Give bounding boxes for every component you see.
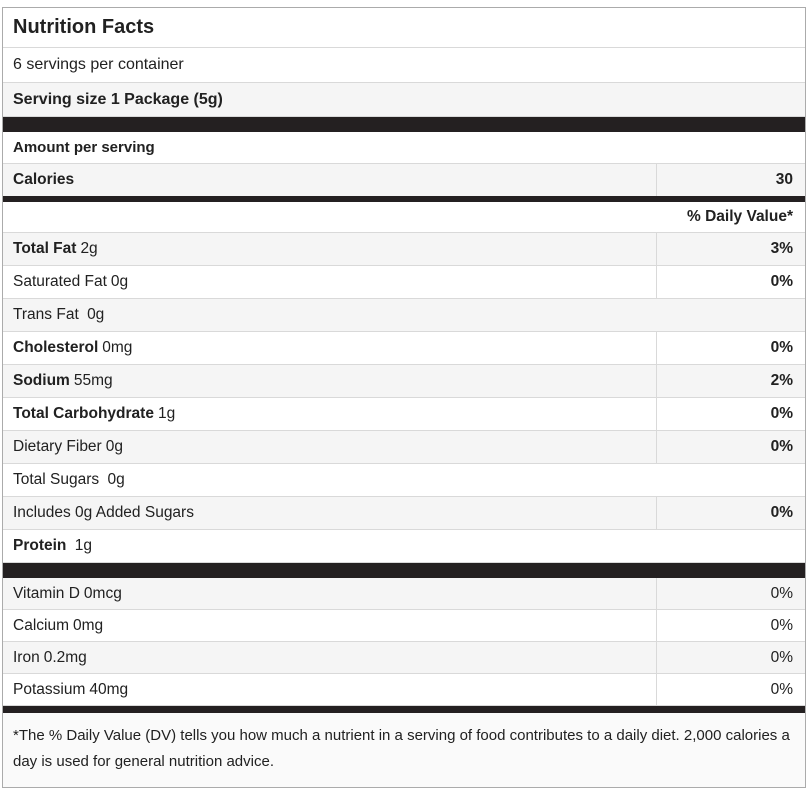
row-added-sugars: Includes 0g Added Sugars 0% xyxy=(3,497,805,530)
nutrient-daily-value: 0% xyxy=(770,504,793,521)
nutrient-daily-value: 3% xyxy=(770,240,793,257)
medium-divider-bar xyxy=(3,196,805,202)
row-sodium: Sodium 55mg 2% xyxy=(3,365,805,398)
row-calcium: Calcium 0mg 0% xyxy=(3,610,805,642)
nutrient-daily-value: 0% xyxy=(770,648,793,666)
daily-value-header-row: % Daily Value* xyxy=(3,202,805,233)
row-saturated-fat: Saturated Fat 0g 0% xyxy=(3,266,805,299)
nutrient-name-cell: Potassium 40mg xyxy=(3,674,657,705)
page-title: Nutrition Facts xyxy=(13,16,155,38)
nutrient-amount: 1g xyxy=(74,537,92,554)
nutrient-name: Potassium xyxy=(13,680,86,698)
nutrient-amount: 2g xyxy=(80,240,98,257)
nutrient-name: Dietary Fiber xyxy=(13,438,102,455)
nutrient-daily-value: 0% xyxy=(770,405,793,422)
nutrient-amount: 55mg xyxy=(73,372,113,389)
nutrient-daily-value: 0% xyxy=(770,680,793,698)
nutrient-name: Sodium xyxy=(13,372,70,389)
nutrient-name-cell: Includes 0g Added Sugars xyxy=(3,497,657,529)
nutrient-amount: 0g xyxy=(110,273,129,290)
servings-per-container-row: 6 servings per container xyxy=(3,48,805,83)
nutrient-daily-value: 0% xyxy=(770,438,793,455)
nutrition-facts-label: Nutrition Facts 6 servings per container… xyxy=(2,7,806,788)
servings-per-container: 6 servings per container xyxy=(13,56,184,73)
nutrient-name: Includes 0g Added Sugars xyxy=(13,504,194,521)
nutrient-name: Saturated Fat xyxy=(13,273,107,290)
nutrient-amount: 0mcg xyxy=(83,584,122,602)
nutrient-name-cell: Sodium 55mg xyxy=(3,365,657,397)
calories-label: Calories xyxy=(13,171,75,188)
nutrient-name: Total Sugars xyxy=(13,471,100,488)
nutrient-name-cell: Trans Fat 0g xyxy=(3,306,805,324)
amount-per-serving-row: Amount per serving xyxy=(3,132,805,164)
thin-divider-bar xyxy=(3,706,805,713)
daily-value-footnote: *The % Daily Value (DV) tells you how mu… xyxy=(3,713,805,787)
amount-per-serving-label: Amount per serving xyxy=(13,139,155,156)
nutrient-amount: 0g xyxy=(107,471,125,488)
nutrient-amount: 0g xyxy=(87,306,105,323)
nutrient-daily-value: 0% xyxy=(770,616,793,634)
row-trans-fat: Trans Fat 0g xyxy=(3,299,805,332)
nutrient-name: Iron xyxy=(13,648,40,666)
calories-value: 30 xyxy=(775,171,793,188)
nutrient-name-cell: Dietary Fiber 0g xyxy=(3,431,657,463)
thick-divider-bar xyxy=(3,563,805,578)
nutrient-amount: 0mg xyxy=(102,339,133,356)
nutrient-daily-value: 0% xyxy=(770,273,793,290)
nutrient-name: Calcium xyxy=(13,616,69,634)
row-potassium: Potassium 40mg 0% xyxy=(3,674,805,706)
nutrient-name: Total Fat xyxy=(13,240,77,257)
daily-value-header: % Daily Value* xyxy=(687,208,793,225)
row-cholesterol: Cholesterol 0mg 0% xyxy=(3,332,805,365)
row-total-fat: Total Fat 2g 3% xyxy=(3,233,805,266)
nutrient-amount: 0.2mg xyxy=(43,648,87,666)
nutrient-name-cell: Saturated Fat 0g xyxy=(3,266,657,298)
row-iron: Iron 0.2mg 0% xyxy=(3,642,805,674)
thick-divider-bar xyxy=(3,117,805,132)
nutrient-name: Protein xyxy=(13,537,67,554)
nutrient-name-cell: Vitamin D 0mcg xyxy=(3,578,657,609)
serving-size-row: Serving size 1 Package (5g) xyxy=(3,83,805,117)
nutrient-name: Cholesterol xyxy=(13,339,99,356)
nutrient-name-cell: Total Fat 2g xyxy=(3,233,657,265)
nutrient-daily-value: 2% xyxy=(770,372,793,389)
nutrient-amount: 0g xyxy=(105,438,123,455)
nutrient-name: Trans Fat xyxy=(13,306,79,323)
nutrient-daily-value: 0% xyxy=(770,584,793,602)
nutrient-name-cell: Calcium 0mg xyxy=(3,610,657,641)
title-row: Nutrition Facts xyxy=(3,8,805,48)
nutrient-amount: 0mg xyxy=(72,616,104,634)
calories-label-cell: Calories xyxy=(3,164,657,196)
nutrient-name: Total Carbohydrate xyxy=(13,405,154,422)
calories-row: Calories 30 xyxy=(3,164,805,196)
nutrient-daily-value: 0% xyxy=(770,339,793,356)
nutrient-name-cell: Protein 1g xyxy=(3,537,805,555)
row-vitamin-d: Vitamin D 0mcg 0% xyxy=(3,578,805,610)
serving-size: Serving size 1 Package (5g) xyxy=(13,90,223,108)
nutrient-amount: 1g xyxy=(157,405,176,422)
nutrient-name-cell: Iron 0.2mg xyxy=(3,642,657,673)
row-dietary-fiber: Dietary Fiber 0g 0% xyxy=(3,431,805,464)
nutrient-name-cell: Total Sugars 0g xyxy=(3,471,805,489)
nutrient-name-cell: Total Carbohydrate 1g xyxy=(3,398,657,430)
nutrient-name-cell: Cholesterol 0mg xyxy=(3,332,657,364)
row-protein: Protein 1g xyxy=(3,530,805,563)
row-total-carbohydrate: Total Carbohydrate 1g 0% xyxy=(3,398,805,431)
nutrient-name: Vitamin D xyxy=(13,584,80,602)
nutrient-amount: 40mg xyxy=(89,680,129,698)
row-total-sugars: Total Sugars 0g xyxy=(3,464,805,497)
